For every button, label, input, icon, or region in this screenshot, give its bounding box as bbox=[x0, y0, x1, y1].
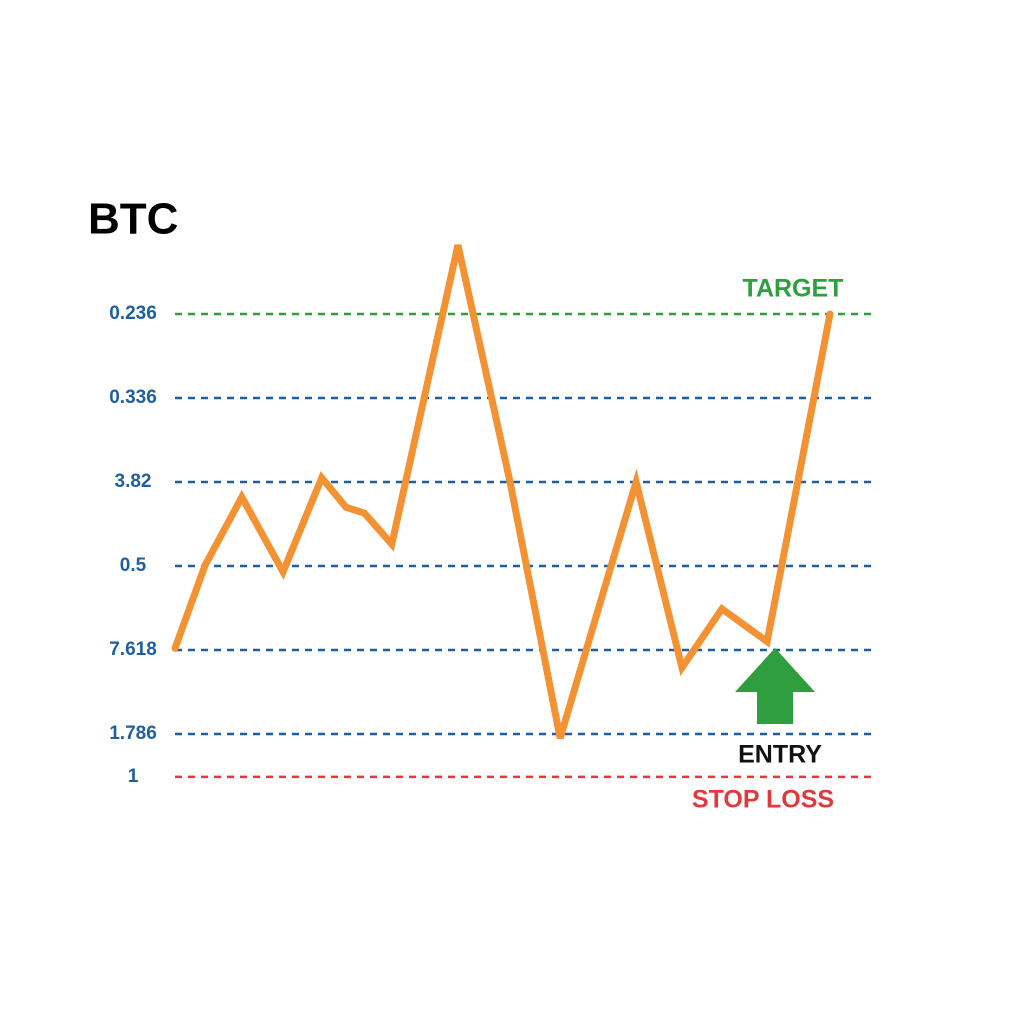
annotation-target: TARGET bbox=[743, 275, 844, 303]
y-tick-label: 3.82 bbox=[115, 471, 152, 492]
y-tick-label: 0.336 bbox=[109, 387, 157, 408]
price-line bbox=[171, 244, 834, 740]
chart-title: BTC bbox=[88, 195, 178, 244]
y-tick-label: 7.618 bbox=[109, 639, 157, 660]
annotation-stop-loss: STOP LOSS bbox=[692, 786, 834, 814]
annotation-entry: ENTRY bbox=[738, 741, 822, 769]
y-tick-label: 0.236 bbox=[109, 303, 157, 324]
entry-arrow bbox=[735, 648, 815, 724]
y-tick-label: 1 bbox=[128, 766, 139, 787]
y-tick-label: 0.5 bbox=[120, 555, 147, 576]
y-tick-label: 1.786 bbox=[109, 723, 157, 744]
